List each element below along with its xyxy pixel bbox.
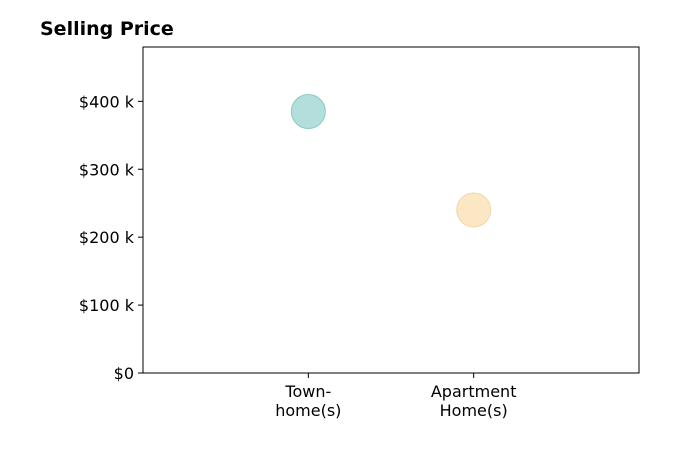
x-tick-label-line: Home(s) <box>440 401 508 420</box>
y-tick-label: $300 k <box>79 160 135 179</box>
chart-title: Selling Price <box>40 18 174 40</box>
data-point <box>456 192 492 228</box>
x-tick-label: Town-home(s) <box>275 382 341 420</box>
y-tick-label: $200 k <box>79 228 135 247</box>
x-tick-label-line: Apartment <box>431 382 517 401</box>
y-tick-label: $100 k <box>79 296 135 315</box>
x-tick-label-line: Town- <box>284 382 331 401</box>
y-tick-label: $400 k <box>79 92 135 111</box>
x-tick-label-line: home(s) <box>275 401 341 420</box>
axes-frame <box>142 46 640 374</box>
data-point <box>290 94 326 130</box>
y-tick-label: $0 <box>114 364 134 383</box>
x-tick-label: Apartment Home(s) <box>431 382 517 420</box>
plot-area: $0 $100 k $200 k $300 k $400 k Town-home(s) Ap… <box>79 46 640 420</box>
